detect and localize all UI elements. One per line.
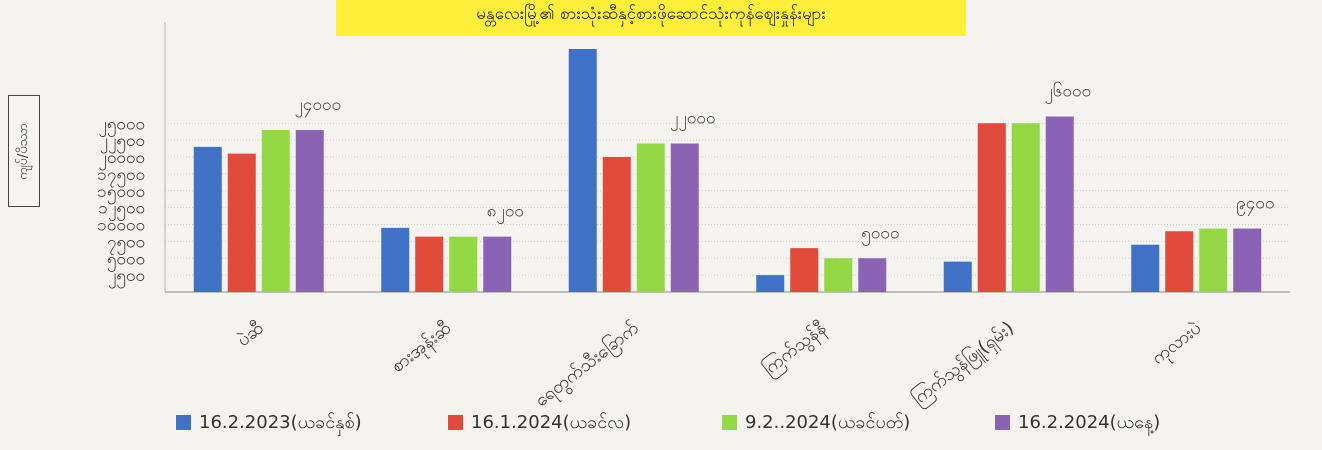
chart-title: မန္တလေးမြို့၏ စားသုံးဆီနှင့်စားဖိုဆောင်သ… <box>476 4 826 24</box>
legend-swatch <box>722 415 737 430</box>
bar-2-0 <box>568 49 597 292</box>
y-tick-label: ၂၅၀၀ <box>108 266 145 289</box>
data-label: ၂၆၀၀၀ <box>1044 81 1091 105</box>
y-tick-label: ၂၂၅၀၀ <box>100 131 145 154</box>
bar-4-3 <box>1045 116 1074 292</box>
y-tick-label: ၁၇၅၀၀ <box>97 165 145 188</box>
y-tick-label: ၁၅၀၀၀ <box>97 182 145 205</box>
data-label: ၉၄၀၀ <box>1236 194 1274 217</box>
x-category-label: ပဲဆီ <box>233 317 268 351</box>
legend-label: 9.2..2024(ယခင်ပတ်) <box>745 412 910 433</box>
bar-0-3 <box>295 130 324 292</box>
data-label: ၈၂၀၀ <box>487 202 524 225</box>
bar-1-0 <box>381 227 410 292</box>
bar-2-3 <box>670 143 699 292</box>
legend-label: 16.1.2024(ယခင်လ) <box>471 412 631 433</box>
bar-3-3 <box>858 258 887 292</box>
bar-3-0 <box>756 275 785 292</box>
x-category-label: စားအုန်းဆီ <box>387 317 457 379</box>
data-label: ၂၂၀၀၀ <box>670 109 715 132</box>
bar-3-1 <box>790 248 819 292</box>
legend-swatch <box>176 415 191 430</box>
legend-swatch <box>448 415 463 430</box>
bar-0-1 <box>227 153 256 292</box>
bar-5-1 <box>1165 231 1194 292</box>
bar-2-2 <box>636 143 665 292</box>
y-tick-label: ၂၀၀၀၀ <box>98 148 145 171</box>
bar-5-0 <box>1131 244 1160 292</box>
data-label: ၂၄၀၀၀ <box>294 95 341 118</box>
legend-label: 16.2.2023(ယခင်နှစ်) <box>199 412 362 436</box>
bar-5-3 <box>1233 228 1262 292</box>
bar-4-1 <box>977 123 1006 292</box>
y-tick-label: ၁၀၀၀၀ <box>97 216 145 236</box>
x-category-label: ရေတွက်သီးခြောက် <box>530 317 644 414</box>
bar-1-2 <box>449 236 478 292</box>
y-tick-label: ၇၅၀၀ <box>107 232 145 255</box>
data-label: ၅၀၀၀ <box>861 223 899 246</box>
bar-3-2 <box>824 258 853 292</box>
bar-0-2 <box>261 130 290 292</box>
bar-4-2 <box>1011 123 1040 292</box>
x-category-label: ကြက်သွန်နီ <box>758 317 832 382</box>
bar-4-0 <box>943 261 972 292</box>
y-tick-label: ၁၂၅၀၀ <box>98 199 145 222</box>
bar-0-0 <box>193 146 222 292</box>
bar-1-1 <box>415 236 444 292</box>
legend-swatch <box>995 415 1010 430</box>
y-axis-label: ကျပ်/ပိဿာ <box>15 122 31 180</box>
bar-1-3 <box>483 236 512 292</box>
legend-label: 16.2.2024(ယနေ့) <box>1018 412 1160 436</box>
y-tick-label: ၂၅၀၀၀ <box>98 114 145 137</box>
bar-5-2 <box>1199 228 1228 292</box>
bar-2-1 <box>602 157 631 292</box>
y-tick-label: ၅၀၀၀ <box>107 249 145 272</box>
x-category-label: ကြက်သွန်ဖြူ(ရှမ်း) <box>908 317 1020 412</box>
x-category-label: ကုလားပဲ <box>1148 317 1207 371</box>
chart-title-box: မန္တလေးမြို့၏ စားသုံးဆီနှင့်စားဖိုဆောင်သ… <box>336 0 966 36</box>
y-axis-label-box: ကျပ်/ပိဿာ <box>8 95 40 207</box>
